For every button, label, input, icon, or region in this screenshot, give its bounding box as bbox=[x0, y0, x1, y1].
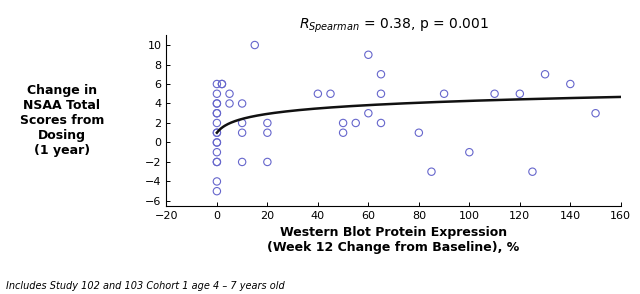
Point bbox=[364, 52, 374, 57]
Point bbox=[212, 111, 222, 116]
Point bbox=[237, 101, 247, 106]
Point bbox=[262, 121, 273, 125]
Point bbox=[464, 150, 474, 155]
Point bbox=[225, 101, 235, 106]
Point bbox=[225, 91, 235, 96]
Point bbox=[376, 91, 386, 96]
Point bbox=[237, 160, 247, 164]
Point bbox=[212, 121, 222, 125]
Point bbox=[376, 72, 386, 77]
Point bbox=[212, 140, 222, 145]
Point bbox=[591, 111, 601, 116]
Point bbox=[527, 169, 538, 174]
Point bbox=[217, 82, 227, 86]
Point bbox=[376, 121, 386, 125]
Point bbox=[212, 111, 222, 116]
Point bbox=[212, 160, 222, 164]
Point bbox=[490, 91, 500, 96]
Point bbox=[212, 150, 222, 155]
Point bbox=[212, 179, 222, 184]
Point bbox=[439, 91, 449, 96]
Y-axis label: Change in
NSAA Total
Scores from
Dosing
(1 year): Change in NSAA Total Scores from Dosing … bbox=[19, 84, 104, 157]
Point bbox=[212, 140, 222, 145]
Point bbox=[237, 121, 247, 125]
Point bbox=[212, 130, 222, 135]
Point bbox=[212, 82, 222, 86]
Point bbox=[338, 121, 348, 125]
Point bbox=[338, 130, 348, 135]
Point bbox=[540, 72, 550, 77]
Point bbox=[325, 91, 335, 96]
Point bbox=[250, 43, 260, 47]
Point bbox=[237, 130, 247, 135]
Text: Includes Study 102 and 103 Cohort 1 age 4 – 7 years old: Includes Study 102 and 103 Cohort 1 age … bbox=[6, 281, 285, 291]
Point bbox=[212, 160, 222, 164]
Point bbox=[515, 91, 525, 96]
Point bbox=[217, 82, 227, 86]
Point bbox=[262, 160, 273, 164]
Point bbox=[351, 121, 361, 125]
Point bbox=[364, 111, 374, 116]
Point bbox=[212, 130, 222, 135]
Point bbox=[212, 101, 222, 106]
X-axis label: Western Blot Protein Expression
(Week 12 Change from Baseline), %: Western Blot Protein Expression (Week 12… bbox=[268, 226, 520, 254]
Title: $R_{Spearman}$ = 0.38, p = 0.001: $R_{Spearman}$ = 0.38, p = 0.001 bbox=[299, 17, 488, 35]
Point bbox=[413, 130, 424, 135]
Point bbox=[313, 91, 323, 96]
Point bbox=[212, 91, 222, 96]
Point bbox=[262, 130, 273, 135]
Point bbox=[212, 101, 222, 106]
Point bbox=[212, 189, 222, 193]
Point bbox=[426, 169, 436, 174]
Point bbox=[565, 82, 575, 86]
